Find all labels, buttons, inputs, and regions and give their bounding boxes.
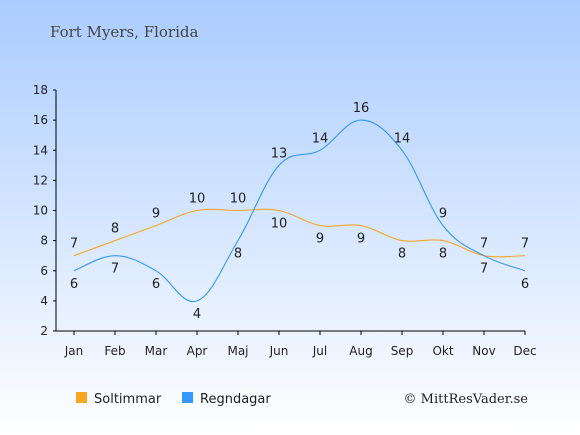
data-label-soltimmar: 8 [398, 247, 406, 262]
x-tick-label: Mar [145, 344, 168, 358]
series-line-soltimmar [73, 208, 526, 258]
y-tick-label: 16 [33, 113, 48, 127]
data-label-soltimmar: 10 [189, 192, 206, 207]
data-label-regndagar: 8 [234, 247, 242, 262]
data-label-regndagar: 9 [439, 207, 447, 222]
credit-text: © MittResVader.se [404, 392, 529, 407]
data-label-soltimmar: 8 [439, 247, 447, 262]
data-label-regndagar: 7 [111, 262, 119, 277]
x-tick-label: Jun [269, 344, 289, 358]
legend-swatch-soltimmar [76, 392, 87, 403]
legend-label-regndagar: Regndagar [200, 392, 271, 407]
legend-label-soltimmar: Soltimmar [94, 392, 162, 407]
data-label-soltimmar: 7 [70, 237, 78, 252]
x-tick-label: Feb [104, 344, 125, 358]
data-label-soltimmar: 7 [521, 237, 529, 252]
data-label-soltimmar: 10 [271, 217, 288, 232]
series-lines [73, 119, 526, 303]
y-tick-label: 14 [33, 143, 48, 157]
y-tick-label: 2 [40, 324, 48, 338]
x-tick-label: Jul [312, 344, 327, 358]
x-tick-label: Okt [432, 344, 453, 358]
x-tick-label: Nov [472, 344, 495, 358]
x-tick-label: Aug [349, 344, 372, 358]
data-label-soltimmar: 9 [357, 232, 365, 247]
series-line-regndagar [73, 119, 526, 303]
chart-title: Fort Myers, Florida [50, 23, 199, 41]
y-tick-label: 6 [40, 264, 48, 278]
data-label-soltimmar: 8 [111, 222, 119, 237]
y-tick-label: 10 [33, 204, 48, 218]
data-labels: 7 8 9 10 10 10 9 9 8 8 7 7 6 7 6 4 8 13 14 16 14 9 7 6 [70, 101, 529, 322]
x-tick-label: Sep [391, 344, 414, 358]
x-tick-label: Apr [187, 344, 208, 358]
data-label-regndagar: 13 [271, 146, 288, 161]
data-label-regndagar: 7 [480, 262, 488, 277]
data-label-regndagar: 6 [152, 277, 160, 292]
data-label-soltimmar: 10 [230, 192, 247, 207]
y-tick-label: 18 [33, 83, 48, 97]
legend-swatch-regndagar [182, 392, 193, 403]
legend: Soltimmar Regndagar [76, 392, 271, 407]
y-tick-label: 4 [40, 294, 48, 308]
data-label-soltimmar: 9 [152, 207, 160, 222]
data-label-regndagar: 14 [394, 131, 411, 146]
y-tick-label: 8 [40, 234, 48, 248]
data-label-regndagar: 14 [312, 131, 329, 146]
data-label-soltimmar: 7 [480, 237, 488, 252]
axes: 2 4 6 8 10 12 14 16 18 Jan Feb Mar Apr Maj Jun Jul Aug Se… [33, 83, 537, 358]
data-label-soltimmar: 9 [316, 232, 324, 247]
data-label-regndagar: 6 [70, 277, 78, 292]
y-tick-label: 12 [33, 173, 48, 187]
data-label-regndagar: 6 [521, 277, 529, 292]
x-tick-label: Maj [227, 344, 248, 358]
x-tick-label: Dec [513, 344, 536, 358]
data-label-regndagar: 16 [353, 101, 370, 116]
x-tick-label: Jan [64, 344, 84, 358]
data-label-regndagar: 4 [193, 307, 201, 322]
